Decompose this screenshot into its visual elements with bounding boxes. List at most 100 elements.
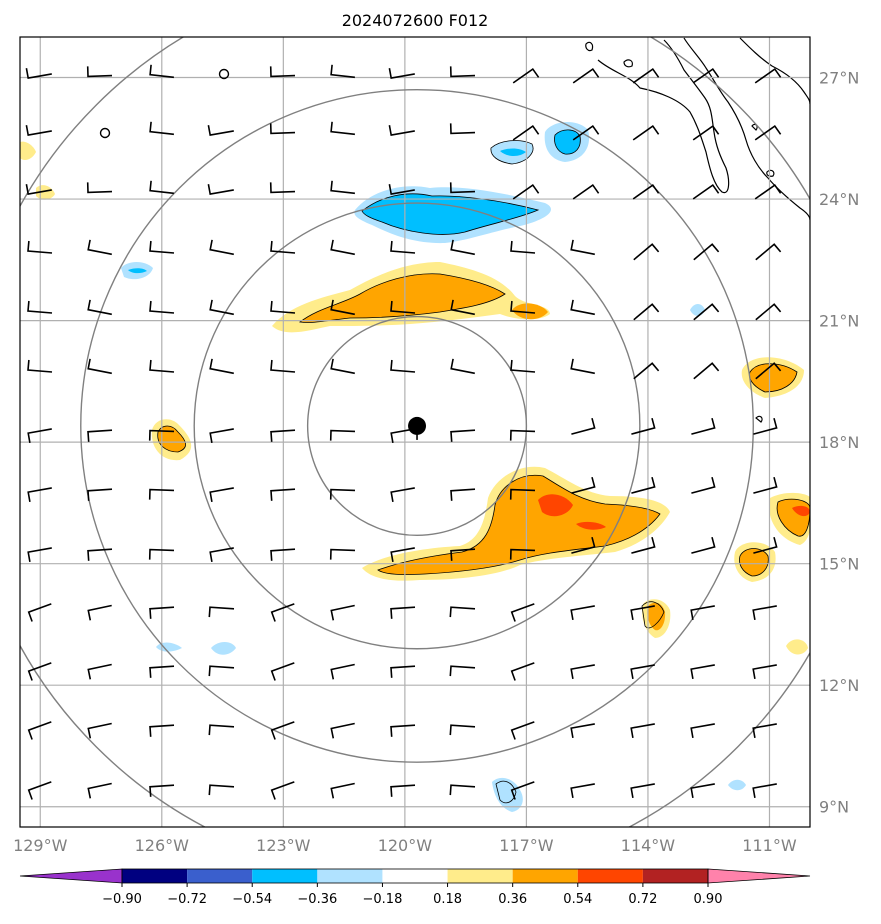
wind-barb xyxy=(87,239,112,256)
wind-barb xyxy=(449,724,476,736)
range-rings xyxy=(20,37,810,827)
colorbar-tick-label: 0.90 xyxy=(694,892,723,907)
wind-barb xyxy=(752,664,777,680)
wind-barb xyxy=(633,303,660,321)
wind-barb xyxy=(87,722,112,739)
wind-barb xyxy=(390,665,416,678)
contour-line xyxy=(299,273,506,323)
wind-barb xyxy=(510,781,535,800)
wind-barb xyxy=(86,66,113,78)
wind-barb xyxy=(631,417,656,435)
coastline xyxy=(585,37,810,423)
wind-barb xyxy=(390,428,415,444)
wind-barb xyxy=(390,487,415,503)
wind-barb xyxy=(149,121,174,136)
wind-barb xyxy=(571,476,596,494)
contour-line xyxy=(554,129,581,155)
wind-barb xyxy=(570,605,595,621)
wind-barb xyxy=(510,300,536,314)
wind-barb xyxy=(692,183,720,200)
wind-barb xyxy=(510,721,535,740)
longitude-labels: 129°W 126°W 123°W 120°W 117°W 114°W 111°W xyxy=(13,836,797,855)
colorbar-segment xyxy=(447,869,513,883)
wind-barb xyxy=(330,722,355,739)
wind-barb xyxy=(390,724,416,737)
wind-barb xyxy=(270,300,296,314)
negative-anomaly-area xyxy=(492,777,523,812)
wind-barb xyxy=(270,240,296,254)
wind-barb xyxy=(450,429,476,442)
wind-barb xyxy=(754,183,782,200)
wind-barb xyxy=(86,182,113,194)
wind-barb xyxy=(754,124,782,141)
wind-barb xyxy=(572,124,600,141)
wind-barb xyxy=(572,183,600,200)
anomaly-contours xyxy=(157,129,810,804)
positive-anomaly-core xyxy=(378,475,660,575)
wind-barb xyxy=(330,121,355,136)
coastline-mainland-north xyxy=(739,37,810,105)
wind-barb xyxy=(630,605,655,621)
wind-barb xyxy=(570,299,595,316)
wind-barb xyxy=(27,721,52,740)
wind-barb xyxy=(27,300,53,314)
longitude-label: 120°W xyxy=(378,836,433,855)
range-ring xyxy=(80,88,754,763)
wind-barb xyxy=(270,359,296,373)
wind-barb xyxy=(390,606,416,619)
wind-barb xyxy=(25,184,52,196)
wind-barb xyxy=(509,548,536,560)
wind-barb xyxy=(330,604,355,621)
wind-barb xyxy=(330,64,355,79)
contour-line xyxy=(377,474,661,575)
wind-barb xyxy=(208,665,235,677)
wind-barb xyxy=(449,606,476,618)
contour-line xyxy=(749,363,798,393)
wind-barb xyxy=(27,428,52,444)
colorbar-segment xyxy=(642,869,708,883)
wind-barb xyxy=(87,604,112,621)
wind-barb xyxy=(690,664,715,680)
wind-barb xyxy=(270,603,295,622)
wind-barb xyxy=(755,243,782,261)
wind-barb xyxy=(270,488,296,501)
latitude-labels: 27°N 24°N 21°N 18°N 15°N 12°N 9°N xyxy=(819,69,859,817)
wind-barb xyxy=(87,429,113,442)
wind-barb xyxy=(633,362,660,380)
wind-barb xyxy=(149,784,175,797)
wind-barb xyxy=(631,476,656,494)
positive-anomaly-core xyxy=(739,548,769,576)
wind-barb xyxy=(148,429,175,441)
wind-barb xyxy=(390,300,416,314)
colorbar-segment xyxy=(187,869,253,883)
wind-barb xyxy=(450,239,475,256)
wind-barb xyxy=(390,547,415,563)
wind-barb xyxy=(390,784,416,797)
wind-barb xyxy=(690,723,715,739)
wind-barb xyxy=(329,429,356,441)
positive-anomaly-peak xyxy=(792,505,810,517)
wind-barb xyxy=(149,180,174,195)
latitude-label: 9°N xyxy=(819,798,849,817)
wind-barb xyxy=(27,487,52,503)
wind-barb xyxy=(570,358,595,375)
wind-barb xyxy=(207,184,234,196)
wind-barb xyxy=(693,243,720,261)
wind-barb xyxy=(753,417,778,435)
wind-barb xyxy=(630,664,655,680)
colorbar-tick-label: −0.18 xyxy=(363,892,403,907)
wind-barb xyxy=(330,782,355,799)
latitude-label: 21°N xyxy=(819,312,859,331)
longitude-label: 114°W xyxy=(621,836,676,855)
colorbar-outline xyxy=(121,868,709,884)
colorbar-over-extension xyxy=(707,868,811,884)
colorbar-tick-label: 0.36 xyxy=(498,892,527,907)
wind-barb xyxy=(270,429,296,442)
wind-barb xyxy=(330,663,355,680)
negative-anomaly-core xyxy=(128,268,147,274)
wind-barb xyxy=(148,488,175,500)
wind-barb xyxy=(752,723,777,739)
wind-barb xyxy=(632,183,660,200)
wind-barb xyxy=(754,67,782,84)
colorbar-segment xyxy=(512,869,578,883)
